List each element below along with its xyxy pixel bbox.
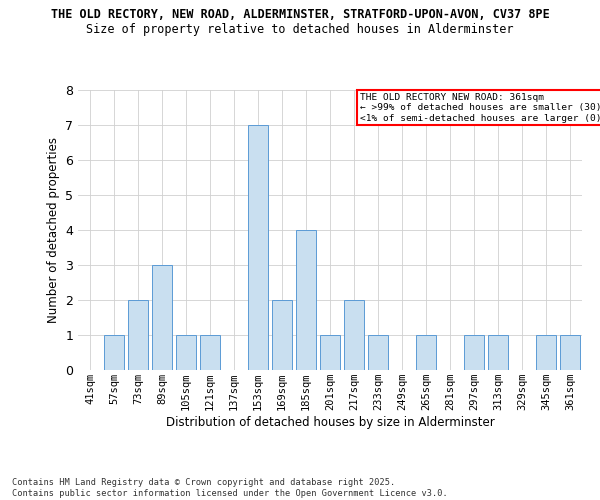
Bar [464,335,484,370]
Bar [560,335,580,370]
Text: THE OLD RECTORY NEW ROAD: 361sqm
← >99% of detached houses are smaller (30)
<1% : THE OLD RECTORY NEW ROAD: 361sqm ← >99% … [360,93,600,122]
X-axis label: Distribution of detached houses by size in Alderminster: Distribution of detached houses by size … [166,416,494,429]
Y-axis label: Number of detached properties: Number of detached properties [47,137,59,323]
Bar [368,335,388,370]
Bar [248,125,268,370]
Bar [296,230,316,370]
Bar [104,335,124,370]
Text: THE OLD RECTORY, NEW ROAD, ALDERMINSTER, STRATFORD-UPON-AVON, CV37 8PE: THE OLD RECTORY, NEW ROAD, ALDERMINSTER,… [50,8,550,20]
Text: Contains HM Land Registry data © Crown copyright and database right 2025.
Contai: Contains HM Land Registry data © Crown c… [12,478,448,498]
Bar [416,335,436,370]
Bar [344,300,364,370]
Text: Size of property relative to detached houses in Alderminster: Size of property relative to detached ho… [86,22,514,36]
Bar [320,335,340,370]
Bar [152,265,172,370]
Bar [488,335,508,370]
Bar [128,300,148,370]
Bar [200,335,220,370]
Bar [176,335,196,370]
Bar [536,335,556,370]
Bar [272,300,292,370]
